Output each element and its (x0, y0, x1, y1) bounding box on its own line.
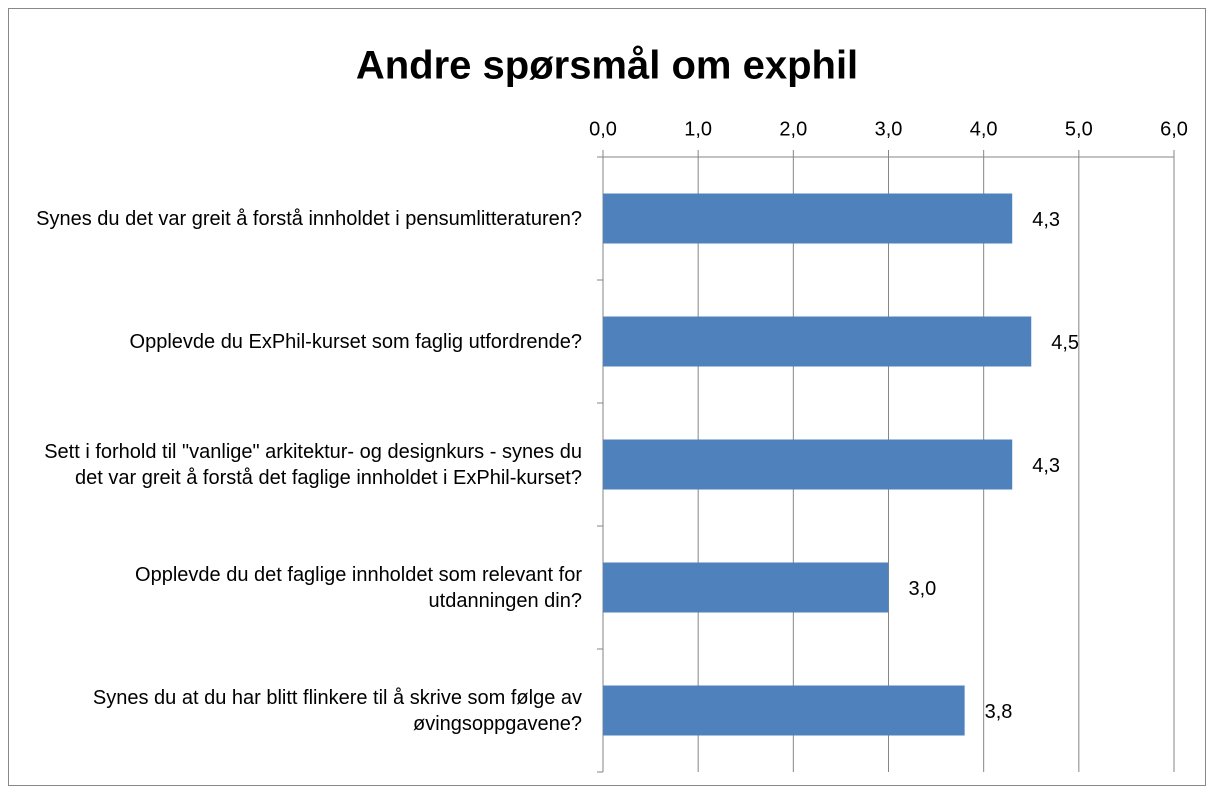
x-tick-label: 5,0 (1065, 118, 1093, 140)
y-tick-label: Sett i forhold til "vanlige" arkitektur-… (44, 440, 582, 489)
y-tick-label: Opplevde du det faglige innholdet som re… (135, 563, 582, 612)
x-tick-label: 4,0 (970, 118, 998, 140)
y-tick-label: Synes du det var greit å forstå innholde… (36, 207, 582, 230)
value-label: 4,3 (1032, 455, 1060, 477)
bar (603, 562, 889, 613)
value-label: 3,8 (985, 701, 1013, 723)
bar (603, 316, 1032, 367)
value-label: 4,3 (1032, 209, 1060, 231)
y-tick-label: Synes du at du har blitt flinkere til å … (92, 686, 582, 735)
bar (603, 685, 965, 736)
x-tick-label: 1,0 (684, 118, 712, 140)
value-label: 3,0 (909, 578, 937, 600)
y-tick-label: Opplevde du ExPhil-kurset som faglig utf… (129, 330, 582, 353)
x-tick-label: 3,0 (875, 118, 903, 140)
x-tick-label: 0,0 (589, 118, 617, 140)
chart-border (8, 8, 1206, 786)
chart-title: Andre spørsmål om exphil (356, 44, 858, 88)
bar (603, 439, 1013, 490)
x-tick-label: 2,0 (779, 118, 807, 140)
value-label: 4,5 (1051, 332, 1079, 354)
bar (603, 193, 1013, 244)
x-tick-label: 6,0 (1160, 118, 1188, 140)
